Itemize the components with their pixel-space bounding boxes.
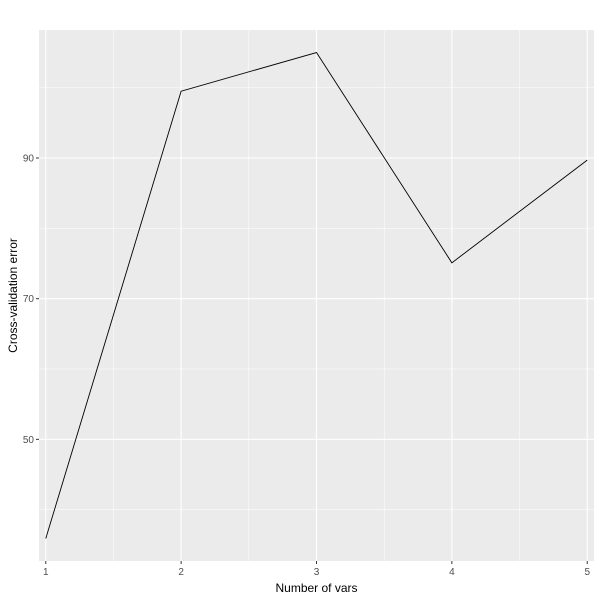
- y-axis-ticks: 50 70 90: [23, 154, 39, 446]
- series-line: [45, 51, 588, 539]
- y-axis-title: Cross-validation error: [6, 238, 20, 353]
- y-tick-label: 90: [23, 154, 35, 165]
- x-tick-label: 5: [584, 567, 590, 578]
- y-tick-label: 50: [23, 435, 35, 446]
- x-tick-label: 4: [449, 567, 455, 578]
- major-gridlines-y: [39, 157, 594, 440]
- x-tick-label: 1: [43, 567, 49, 578]
- y-tick-label: 70: [23, 294, 35, 305]
- x-tick-label: 2: [178, 567, 184, 578]
- x-tick-label: 3: [314, 567, 320, 578]
- minor-gridlines-x: [113, 30, 520, 561]
- x-axis-title: Number of vars: [275, 581, 357, 595]
- x-axis-ticks: 1 2 3 4 5: [43, 561, 590, 578]
- major-gridlines-x: [45, 30, 588, 561]
